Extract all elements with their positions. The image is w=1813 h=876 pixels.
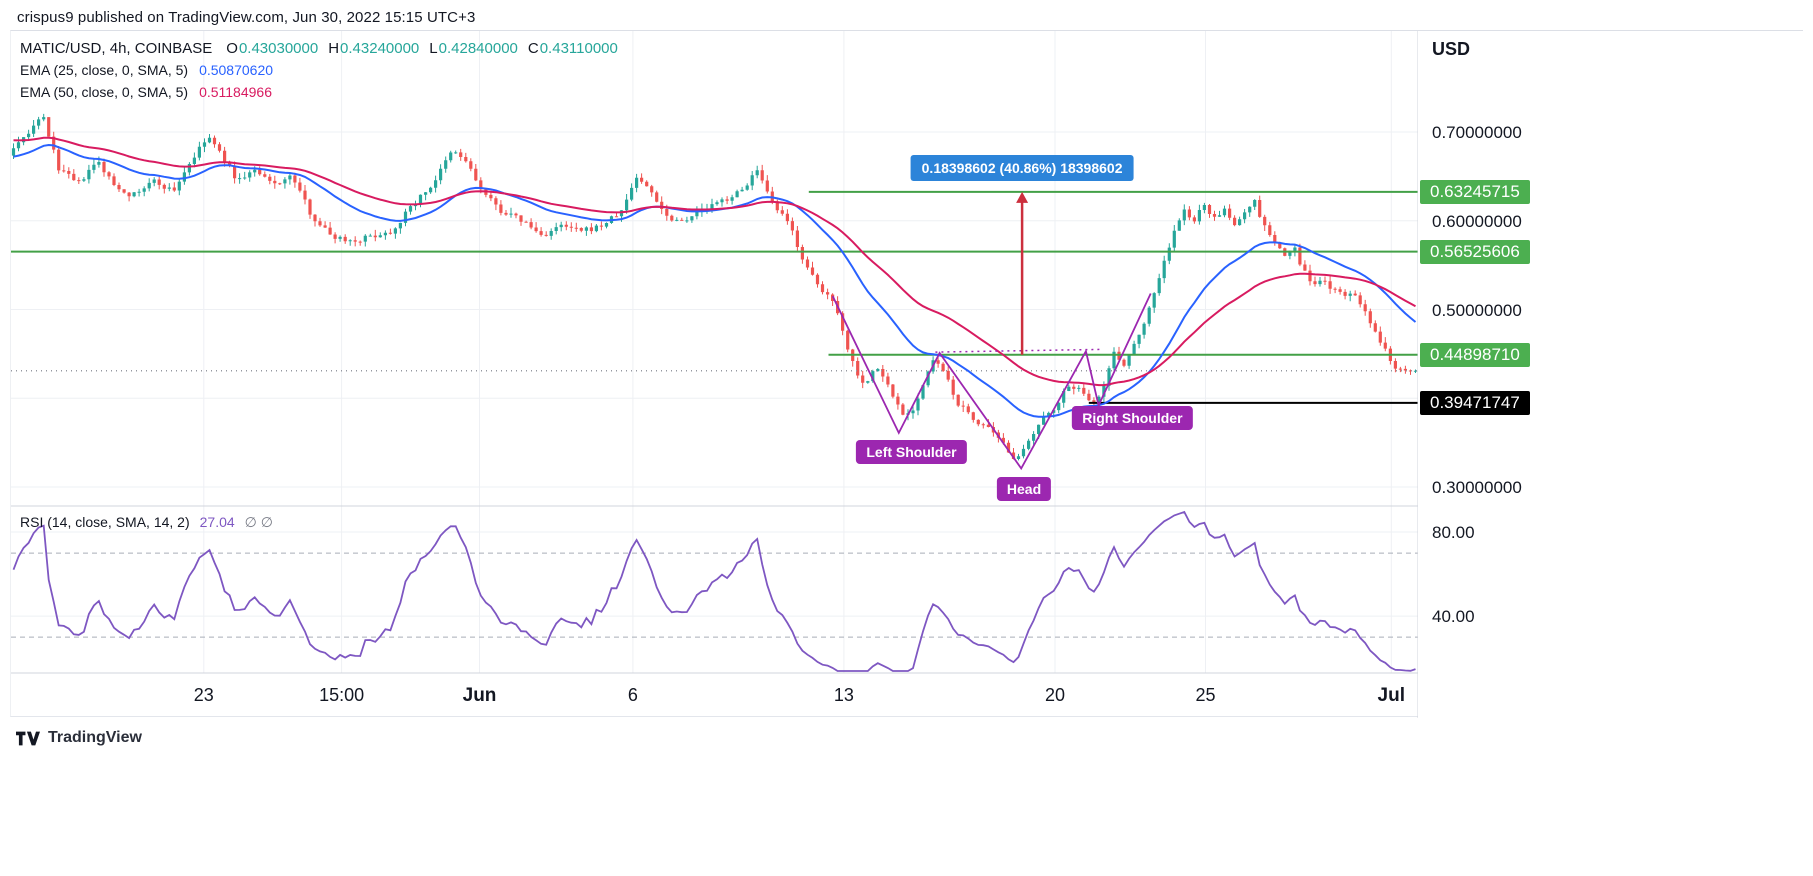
time-tick-label: Jul: [1377, 685, 1405, 706]
rsi-tick-label: 40.00: [1432, 607, 1475, 627]
time-tick-label: 6: [627, 685, 638, 705]
time-tick-label: 15:00: [319, 685, 365, 705]
rsi-extra-values: ∅ ∅: [244, 514, 273, 530]
ohlc-open-value: 0.43030000: [238, 40, 319, 57]
ohlc-low-key: L: [429, 40, 438, 57]
time-tick-label: 20: [1044, 685, 1065, 705]
ema50-value: 0.51184966: [199, 84, 272, 100]
ohlc-open-key: O: [226, 40, 238, 57]
tradingview-logo-icon: [16, 731, 40, 745]
main-legend: MATIC/USD, 4h, COINBASE O0.43030000 H0.4…: [20, 38, 618, 103]
rsi-value: 27.04: [199, 514, 235, 530]
pattern-label[interactable]: Head: [996, 476, 1052, 501]
price-level-badge: 0.63245715: [1420, 179, 1530, 204]
chart-widget: 0.18398602 (40.86%) 18398602 Left Should…: [10, 30, 1804, 718]
ema25-value: 0.50870620: [199, 62, 274, 78]
price-level-badge: 0.56525606: [1420, 239, 1530, 264]
ema25-legend-row[interactable]: EMA (25, close, 0, SMA, 5) 0.50870620: [20, 60, 618, 81]
price-tick-label: 0.70000000: [1432, 122, 1522, 142]
rsi-tick-label: 80.00: [1432, 523, 1475, 543]
symbol-title[interactable]: MATIC/USD, 4h, COINBASE: [20, 40, 213, 57]
rsi-legend-row[interactable]: RSI (14, close, SMA, 14, 2) 27.04 ∅ ∅: [20, 514, 273, 531]
ohlc-high: H0.43240000: [328, 38, 419, 59]
price-tick-label: 0.30000000: [1432, 478, 1522, 497]
pattern-label[interactable]: Right Shoulder: [1072, 405, 1193, 430]
price-tick-label: 0.60000000: [1432, 211, 1522, 231]
ohlc-close-value: 0.43110000: [539, 40, 618, 57]
price-tick-label: 0.50000000: [1432, 300, 1522, 320]
ohlc-low-value: 0.42840000: [438, 40, 518, 57]
publisher-note: crispus9 published on TradingView.com, J…: [17, 9, 476, 26]
price-level-badge: 0.39471747: [1420, 390, 1530, 415]
time-tick-label: 25: [1195, 685, 1216, 705]
tradingview-brand[interactable]: TradingView: [16, 729, 142, 747]
time-axis[interactable]: 23 15:00 Jun 6 13 20 25 Jul: [11, 673, 1418, 718]
ohlc-open: O0.43030000: [226, 38, 318, 59]
time-tick-label: 23: [193, 685, 214, 705]
ohlc-high-key: H: [328, 40, 340, 57]
drawing-overlay: 0.18398602 (40.86%) 18398602 Left Should…: [11, 31, 1418, 673]
ohlc-readout: O0.43030000 H0.43240000 L0.42840000 C0.4…: [226, 38, 618, 59]
measured-move-label[interactable]: 0.18398602 (40.86%) 18398602: [910, 154, 1134, 181]
chart-canvas[interactable]: [11, 31, 1804, 718]
ema50-label: EMA (50, close, 0, SMA, 5): [20, 84, 189, 100]
symbol-legend-row: MATIC/USD, 4h, COINBASE O0.43030000 H0.4…: [20, 38, 618, 59]
ohlc-close: C0.43110000: [528, 38, 618, 59]
brand-text: TradingView: [48, 729, 142, 746]
ema50-legend-row[interactable]: EMA (50, close, 0, SMA, 5) 0.51184966: [20, 82, 618, 103]
ohlc-high-value: 0.43240000: [340, 40, 420, 57]
rsi-label: RSI (14, close, SMA, 14, 2): [20, 514, 190, 530]
pattern-label[interactable]: Left Shoulder: [856, 440, 967, 465]
time-tick-label: Jun: [462, 685, 497, 706]
price-axis[interactable]: USD 0.70000000 0.60000000 0.50000000 0.3000…: [1418, 31, 1804, 718]
time-tick-label: 13: [833, 685, 854, 705]
ema25-label: EMA (25, close, 0, SMA, 5): [20, 62, 189, 78]
ohlc-low: L0.42840000: [429, 38, 518, 59]
ohlc-close-key: C: [527, 40, 539, 57]
currency-label: USD: [1432, 39, 1471, 59]
price-level-badge: 0.44898710: [1420, 342, 1530, 367]
